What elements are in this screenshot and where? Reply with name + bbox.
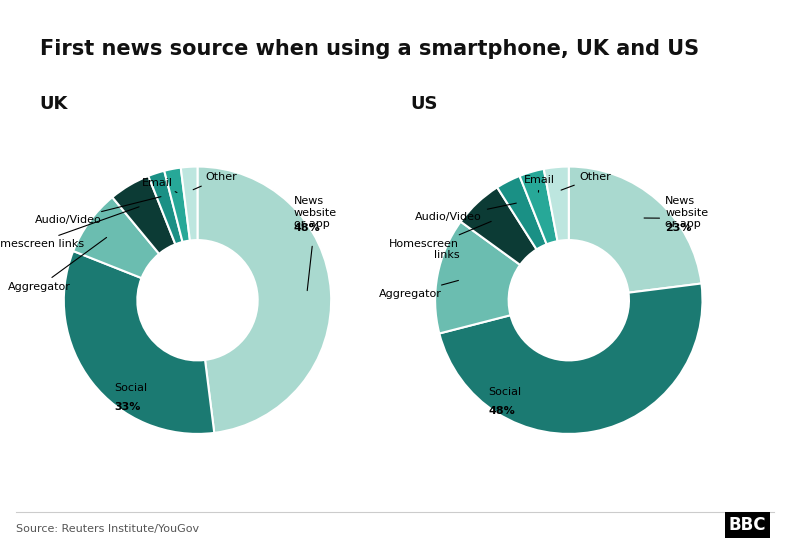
Text: Email: Email [524, 175, 555, 192]
Text: 33%: 33% [115, 402, 141, 412]
Text: First news source when using a smartphone, UK and US: First news source when using a smartphon… [40, 39, 698, 59]
Wedge shape [439, 284, 702, 434]
Text: US: US [411, 95, 438, 112]
Text: BBC: BBC [729, 516, 766, 534]
Wedge shape [520, 169, 558, 244]
Wedge shape [569, 167, 702, 292]
Text: Other: Other [194, 172, 238, 190]
Wedge shape [181, 167, 198, 241]
Text: Social: Social [488, 387, 521, 409]
Wedge shape [198, 167, 331, 433]
Wedge shape [73, 197, 159, 278]
Text: Other: Other [561, 172, 611, 190]
Text: Audio/Video: Audio/Video [35, 197, 161, 225]
Wedge shape [497, 176, 547, 250]
Text: 23%: 23% [665, 223, 691, 233]
Text: Audio/Video: Audio/Video [416, 203, 517, 222]
Wedge shape [435, 222, 520, 334]
Wedge shape [64, 251, 214, 434]
Text: Aggregator: Aggregator [379, 280, 458, 299]
Text: News
website
or app: News website or app [644, 196, 708, 241]
Text: Email: Email [142, 177, 177, 192]
Wedge shape [149, 171, 182, 244]
Text: News
website
or app: News website or app [294, 196, 337, 291]
Text: Aggregator: Aggregator [8, 237, 107, 292]
Text: 48%: 48% [488, 406, 515, 416]
Text: Homescreen links: Homescreen links [0, 207, 139, 249]
Wedge shape [112, 176, 175, 254]
Text: Social: Social [115, 383, 148, 405]
Wedge shape [164, 167, 190, 242]
Text: UK: UK [40, 95, 68, 112]
Wedge shape [544, 167, 569, 241]
Wedge shape [461, 187, 536, 265]
Text: Source: Reuters Institute/YouGov: Source: Reuters Institute/YouGov [16, 524, 199, 534]
Text: 48%: 48% [294, 223, 321, 233]
Text: Homescreen
links: Homescreen links [389, 221, 491, 260]
